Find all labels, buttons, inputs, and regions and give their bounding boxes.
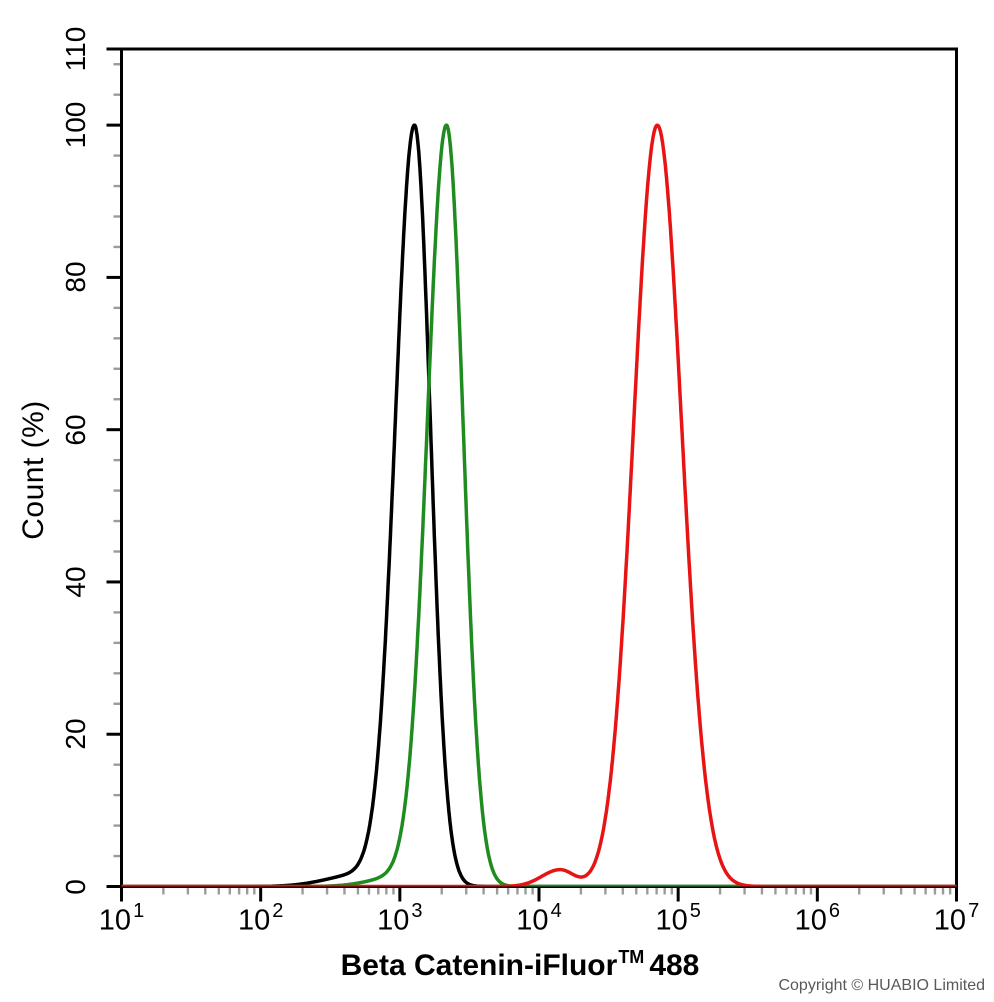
y-tick-label-20: 20 (60, 718, 91, 750)
x-axis-title-main: Beta Catenin-iFluor (340, 949, 618, 982)
x-tick-label-10-1: 10 1 (98, 900, 145, 937)
x-tick-label-10-6: 10 6 (794, 900, 841, 937)
x-major-ticks (120, 886, 958, 902)
histogram-curves (121, 123, 957, 887)
y-major-ticks (106, 47, 122, 888)
plot-border (120, 47, 958, 888)
y-tick-label-40: 40 (60, 566, 91, 598)
x-tick-label-10-5: 10 5 (655, 900, 701, 937)
copyright-notice: Copyright © HUABIO Limited (778, 977, 985, 994)
trademark-superscript: TM (618, 947, 645, 967)
y-tick-label-80: 80 (60, 261, 91, 293)
y-tick-label-100: 100 (60, 101, 91, 149)
black-curve (121, 123, 957, 887)
x-tick-label-10-3: 10 3 (377, 900, 423, 937)
green-curve (121, 123, 957, 887)
red-curve (121, 123, 957, 887)
x-axis-title-suffix: 488 (649, 949, 700, 982)
x-tick-label-10-2: 10 2 (237, 900, 284, 937)
y-tick-label-0: 0 (60, 878, 91, 895)
x-tick-label-10-7: 10 7 (933, 900, 980, 937)
x-axis-title: Beta Catenin-iFluorTM 488 (340, 947, 700, 982)
y-tick-label-110: 110 (60, 26, 91, 72)
x-tick-label-10-4: 10 4 (516, 900, 562, 937)
y-axis-title: Count (%) (17, 400, 50, 540)
y-tick-label-60: 60 (60, 414, 91, 446)
